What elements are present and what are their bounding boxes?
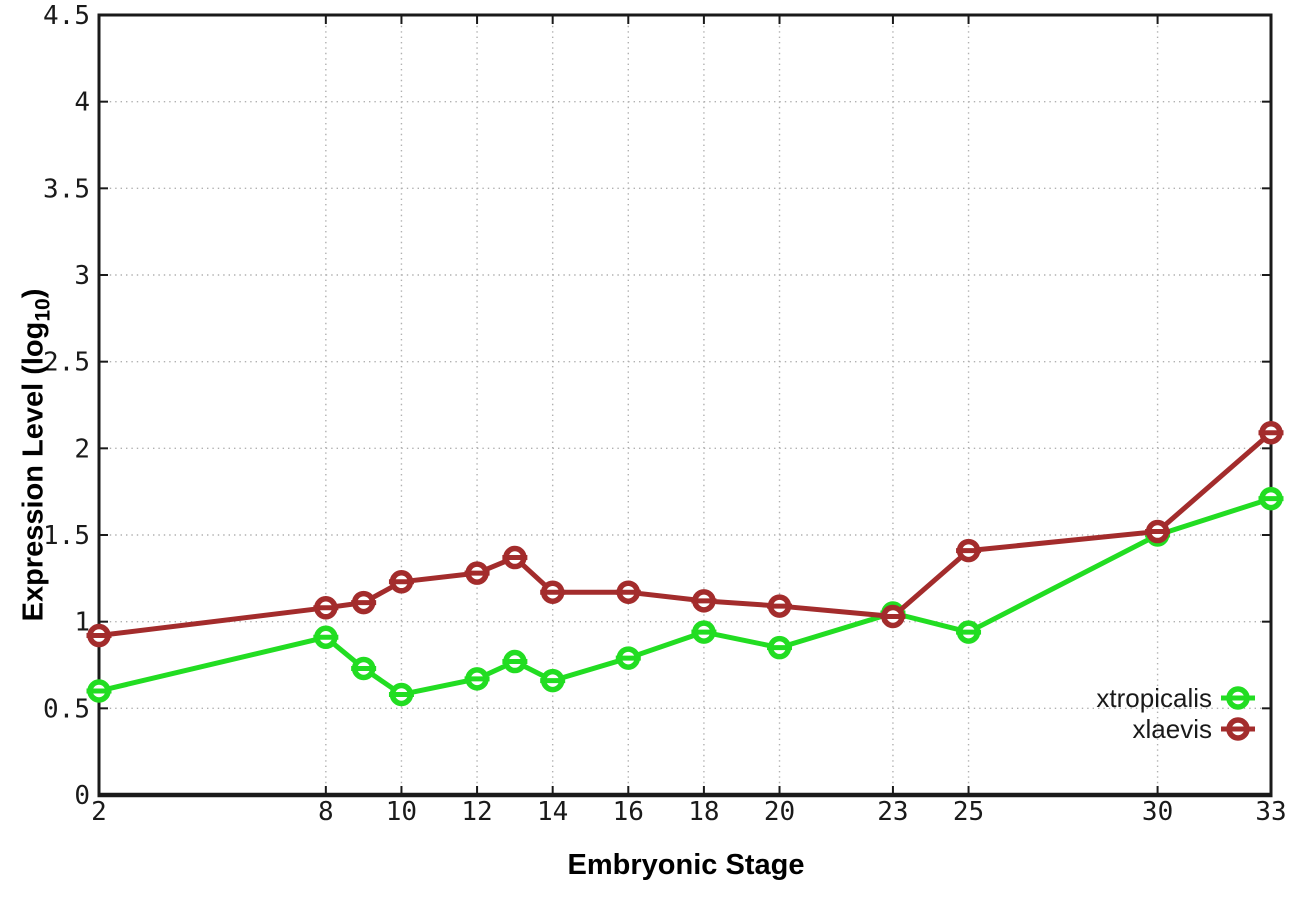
legend-marker-icon bbox=[1221, 686, 1255, 710]
x-tick-label: 16 bbox=[613, 797, 644, 827]
x-tick-label: 8 bbox=[318, 797, 334, 827]
y-axis-title: Expression Level (log10) bbox=[17, 288, 55, 622]
x-tick-label: 18 bbox=[688, 797, 719, 827]
y-tick-label: 3 bbox=[74, 261, 90, 291]
y-axis-title-subscript: 10 bbox=[31, 298, 55, 322]
y-tick-label: 0 bbox=[74, 781, 90, 811]
y-tick-label: 0.5 bbox=[43, 694, 90, 724]
legend-label: xlaevis bbox=[1132, 714, 1212, 744]
legend-item-xtropicalis: xtropicalis bbox=[1096, 684, 1255, 712]
y-tick-label: 4 bbox=[74, 88, 90, 118]
y-tick-label: 3.5 bbox=[43, 174, 90, 204]
x-tick-label: 33 bbox=[1255, 797, 1286, 827]
x-tick-label: 2 bbox=[91, 797, 107, 827]
series-xlaevis bbox=[86, 420, 1284, 648]
legend-marker-icon bbox=[1221, 717, 1255, 741]
y-axis-title-close: ) bbox=[17, 288, 50, 299]
legend: xtropicalis xlaevis bbox=[1096, 684, 1255, 743]
x-tick-label: 20 bbox=[764, 797, 795, 827]
y-tick-label: 1.5 bbox=[43, 521, 90, 551]
y-tick-label: 2.5 bbox=[43, 348, 90, 378]
x-tick-label: 12 bbox=[461, 797, 492, 827]
legend-label: xtropicalis bbox=[1096, 683, 1212, 713]
grid-lines bbox=[99, 15, 1271, 795]
axis-ticks: 2 8 10 12 14 16 18 20 23 25 30 33 0 0.5 1 1.5 2 2.5 3 3.5 4 4… bbox=[43, 1, 1287, 827]
y-tick-label: 1 bbox=[74, 608, 90, 638]
x-axis-title: Embryonic Stage bbox=[567, 849, 805, 881]
legend-item-xlaevis: xlaevis bbox=[1133, 715, 1255, 743]
x-tick-label: 14 bbox=[537, 797, 568, 827]
x-tick-label: 30 bbox=[1142, 797, 1173, 827]
plot-border bbox=[97, 13, 1273, 798]
series-xtropicalis bbox=[86, 486, 1284, 707]
x-tick-label: 10 bbox=[386, 797, 417, 827]
y-tick-label: 4.5 bbox=[43, 1, 90, 31]
y-tick-label: 2 bbox=[74, 434, 90, 464]
x-tick-label: 25 bbox=[953, 797, 984, 827]
x-tick-label: 23 bbox=[877, 797, 908, 827]
y-axis-title-text: Expression Level (log bbox=[17, 321, 50, 622]
